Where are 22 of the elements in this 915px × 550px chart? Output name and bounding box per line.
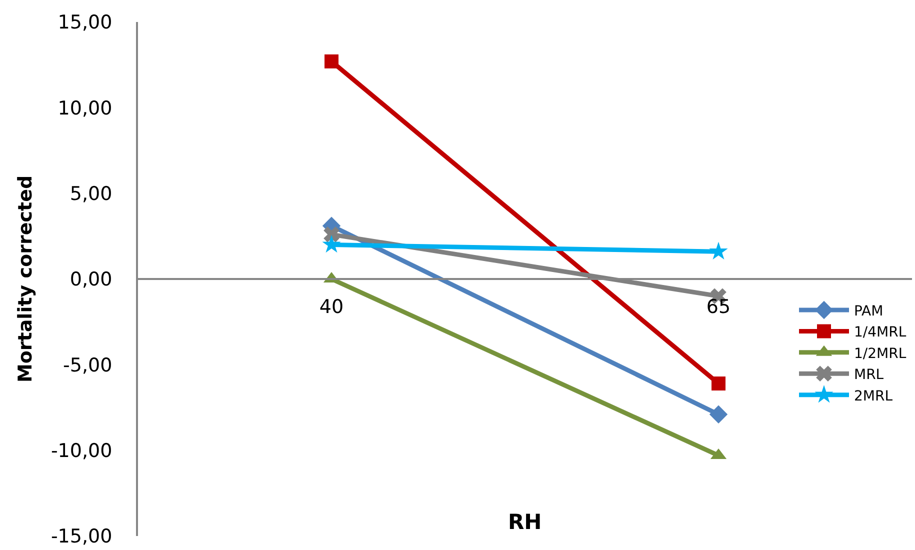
y-tick-label: 15,00: [58, 12, 112, 34]
y-tick-label: 10,00: [58, 97, 112, 120]
legend-label: 1/4MRL: [854, 324, 906, 341]
legend-label: 1/2MRL: [854, 346, 906, 362]
legend-label: MRL: [854, 367, 884, 384]
x-axis-title: RH: [508, 510, 542, 534]
legend-label: 2MRL: [854, 388, 893, 404]
y-tick-label: -10,00: [50, 440, 112, 462]
y-tick-label: 0,00: [70, 268, 112, 291]
legend-label: PAM: [854, 303, 884, 320]
y-tick-label: 5,00: [70, 182, 112, 205]
point: [709, 405, 728, 424]
x-tick-label: 40: [319, 296, 344, 318]
x-tick-label: 65: [706, 296, 731, 318]
point: [324, 54, 338, 68]
y-axis-title: Mortality corrected: [14, 175, 36, 383]
y-tick-label: -15,00: [50, 526, 112, 548]
point: [709, 242, 728, 260]
point: [324, 226, 340, 242]
point: [712, 376, 726, 391]
point: [322, 234, 341, 253]
y-tick-label: -5,00: [63, 354, 112, 376]
